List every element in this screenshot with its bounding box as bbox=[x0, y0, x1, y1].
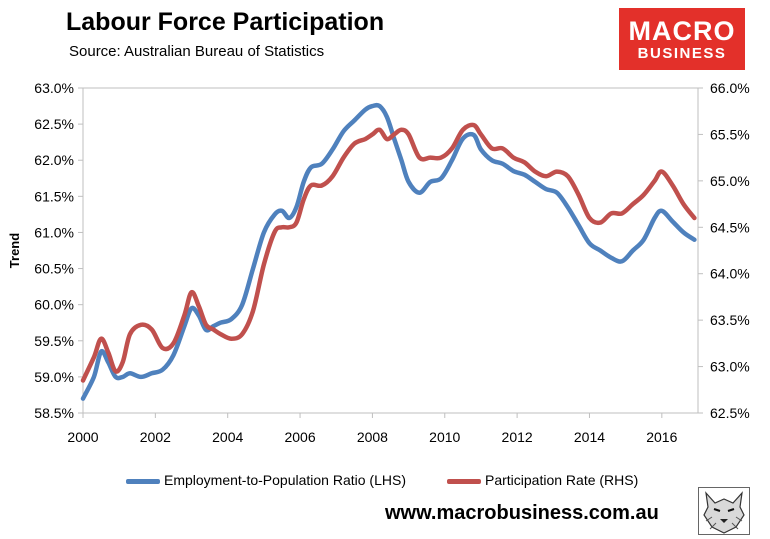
y-left-tick-label: 60.5% bbox=[34, 261, 74, 277]
footer-url: www.macrobusiness.com.au bbox=[385, 502, 659, 524]
y-right-tick-label: 66.0% bbox=[710, 80, 750, 96]
chart-source: Source: Australian Bureau of Statistics bbox=[69, 43, 325, 60]
employment-ratio-line bbox=[80, 102, 697, 401]
y-left-tick-label: 58.5% bbox=[34, 405, 74, 421]
chart-axes bbox=[78, 87, 703, 418]
x-tick-label: 2016 bbox=[646, 429, 677, 445]
logo-business-text: BUSINESS bbox=[637, 45, 727, 62]
x-tick-label: 2010 bbox=[429, 429, 460, 445]
y-left-tick-label: 61.5% bbox=[34, 188, 74, 204]
y-left-tick-label: 62.5% bbox=[34, 116, 74, 132]
x-tick-label: 2004 bbox=[212, 429, 243, 445]
y-right-tick-label: 64.0% bbox=[710, 266, 750, 282]
chart-series bbox=[80, 102, 697, 401]
y-right-tick-label: 65.0% bbox=[710, 173, 750, 189]
y-right-tick-label: 65.5% bbox=[710, 126, 750, 142]
plot-area-frame bbox=[82, 87, 699, 414]
legend-label-employment: Employment-to-Population Ratio (LHS) bbox=[164, 472, 406, 488]
legend-swatch-employment bbox=[126, 479, 160, 484]
x-tick-label: 2008 bbox=[357, 429, 388, 445]
y-left-tick-label: 59.5% bbox=[34, 333, 74, 349]
legend-label-participation: Participation Rate (RHS) bbox=[485, 472, 639, 488]
x-tick-label: 2012 bbox=[502, 429, 533, 445]
y-right-tick-label: 63.5% bbox=[710, 312, 750, 328]
chart-labels: 58.5% 59.0% 59.5% 60.0% 60.5% 61.0% 61.5% 62.0%… bbox=[7, 80, 750, 445]
y-left-tick-label: 63.0% bbox=[34, 80, 74, 96]
x-tick-label: 2014 bbox=[574, 429, 605, 445]
y-right-tick-label: 62.5% bbox=[710, 405, 750, 421]
chart-title: Labour Force Participation bbox=[66, 8, 385, 36]
logo-macro-text: MACRO bbox=[628, 16, 736, 46]
participation-rate-line bbox=[80, 122, 697, 383]
macrobusiness-logo: MACRO BUSINESS bbox=[619, 8, 745, 70]
x-tick-label: 2002 bbox=[140, 429, 171, 445]
y-left-tick-label: 60.0% bbox=[34, 297, 74, 313]
y-right-tick-label: 64.5% bbox=[710, 219, 750, 235]
x-tick-label: 2000 bbox=[67, 429, 98, 445]
y-right-tick-label: 63.0% bbox=[710, 359, 750, 375]
y-axis-title: Trend bbox=[7, 233, 22, 268]
wolf-mascot-icon bbox=[698, 487, 750, 535]
x-tick-label: 2006 bbox=[284, 429, 315, 445]
chart-legend: Employment-to-Population Ratio (LHS) Par… bbox=[126, 471, 726, 491]
y-left-tick-label: 59.0% bbox=[34, 369, 74, 385]
y-left-tick-label: 62.0% bbox=[34, 152, 74, 168]
y-left-tick-label: 61.0% bbox=[34, 224, 74, 240]
legend-swatch-participation bbox=[447, 479, 481, 484]
